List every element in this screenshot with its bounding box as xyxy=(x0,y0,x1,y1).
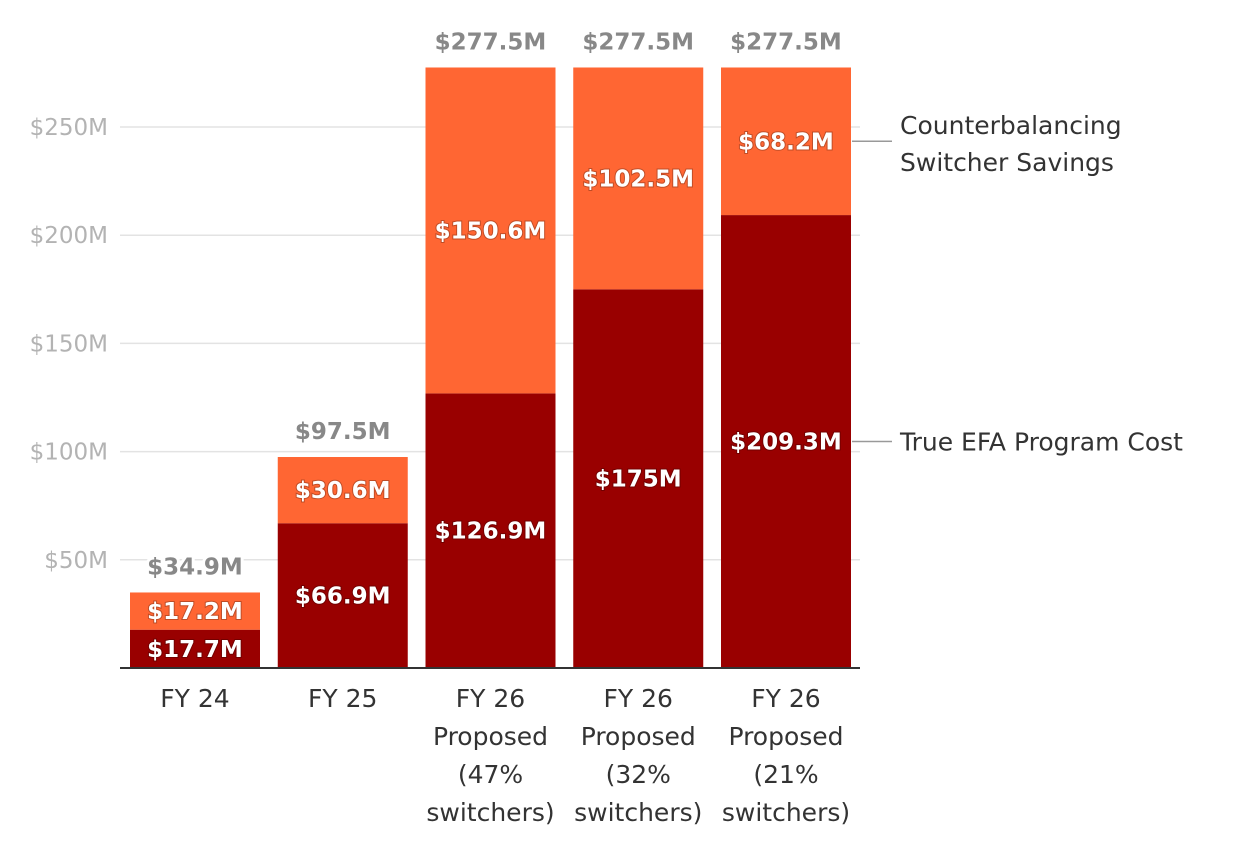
x-tick-label: FY 26 xyxy=(751,684,820,713)
total-label: $34.9M xyxy=(147,554,243,580)
y-tick-label: $100M xyxy=(30,440,108,466)
bar-segment-program-cost xyxy=(277,523,408,668)
y-tick-label: $250M xyxy=(30,115,108,141)
legend-label-switcher-savings: Switcher Savings xyxy=(900,148,1114,177)
x-tick-label: switchers) xyxy=(722,798,850,827)
x-tick-label: FY 24 xyxy=(160,684,229,713)
data-label: $17.2M xyxy=(147,599,243,625)
y-tick-label: $200M xyxy=(30,223,108,249)
total-label: $277.5M xyxy=(730,29,842,55)
x-tick-label: switchers) xyxy=(426,798,554,827)
x-tick-label: Proposed xyxy=(581,722,696,751)
x-tick-label: FY 25 xyxy=(308,684,377,713)
data-label: $102.5M xyxy=(582,166,694,192)
bar-segment-switcher-savings xyxy=(721,67,851,216)
bar-segment-switcher-savings xyxy=(425,67,556,394)
total-label: $277.5M xyxy=(435,29,547,55)
legend-label-program-cost: True EFA Program Cost xyxy=(899,428,1183,457)
legend-label-switcher-savings: Counterbalancing xyxy=(900,111,1122,140)
data-label: $66.9M xyxy=(295,584,391,610)
bar-segment-switcher-savings xyxy=(573,67,704,290)
data-label: $150.6M xyxy=(435,218,547,244)
bar-segment-switcher-savings xyxy=(130,592,260,630)
data-label: $30.6M xyxy=(295,478,391,504)
bar-segment-program-cost xyxy=(425,393,556,668)
data-label: $175M xyxy=(595,467,682,493)
y-tick-label: $50M xyxy=(44,548,108,574)
x-tick-label: switchers) xyxy=(574,798,702,827)
bar-segment-switcher-savings xyxy=(277,457,408,524)
bar-segment-program-cost xyxy=(573,289,704,668)
data-label: $68.2M xyxy=(738,129,834,155)
data-label: $209.3M xyxy=(730,430,842,456)
x-tick-label: Proposed xyxy=(433,722,548,751)
data-label: $126.9M xyxy=(435,519,547,545)
x-tick-label: (32% xyxy=(606,760,671,789)
x-tick-label: FY 26 xyxy=(456,684,525,713)
x-tick-label: (21% xyxy=(753,760,818,789)
x-tick-label: FY 26 xyxy=(604,684,673,713)
bar-segment-program-cost xyxy=(130,629,260,668)
x-tick-label: (47% xyxy=(458,760,523,789)
total-label: $97.5M xyxy=(295,419,391,445)
bar-segment-program-cost xyxy=(721,215,851,668)
y-tick-label: $150M xyxy=(30,331,108,357)
x-tick-label: Proposed xyxy=(728,722,843,751)
total-label: $277.5M xyxy=(582,29,694,55)
data-label: $17.7M xyxy=(147,637,243,663)
